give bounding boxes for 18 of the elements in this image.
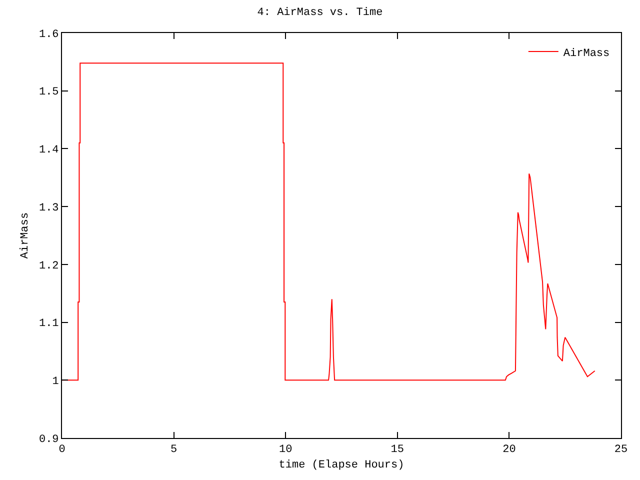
y-tick-label: 1.2 bbox=[38, 260, 59, 272]
y-tick-label: 0.9 bbox=[38, 434, 59, 446]
x-tick-label: 20 bbox=[502, 444, 516, 456]
chart-title: 4: AirMass vs. Time bbox=[257, 6, 383, 19]
y-tick-label: 1.6 bbox=[38, 28, 59, 41]
y-tick-label: 1.1 bbox=[38, 318, 60, 330]
y-tick-label: 1.5 bbox=[38, 86, 59, 99]
x-tick-label: 10 bbox=[279, 444, 292, 456]
legend-label: AirMass bbox=[563, 48, 610, 60]
y-tick-label: 1.3 bbox=[38, 202, 59, 214]
x-tick-label: 15 bbox=[390, 444, 404, 456]
x-tick-label: 5 bbox=[170, 444, 178, 456]
x-tick-label: 0 bbox=[58, 444, 66, 456]
x-tick-label: 25 bbox=[614, 444, 628, 456]
y-tick-label: 1.4 bbox=[38, 144, 60, 157]
x-axis-title: time (Elapse Hours) bbox=[278, 459, 404, 472]
y-axis-title: AirMass bbox=[20, 212, 32, 259]
y-tick-label: 1 bbox=[52, 376, 60, 388]
